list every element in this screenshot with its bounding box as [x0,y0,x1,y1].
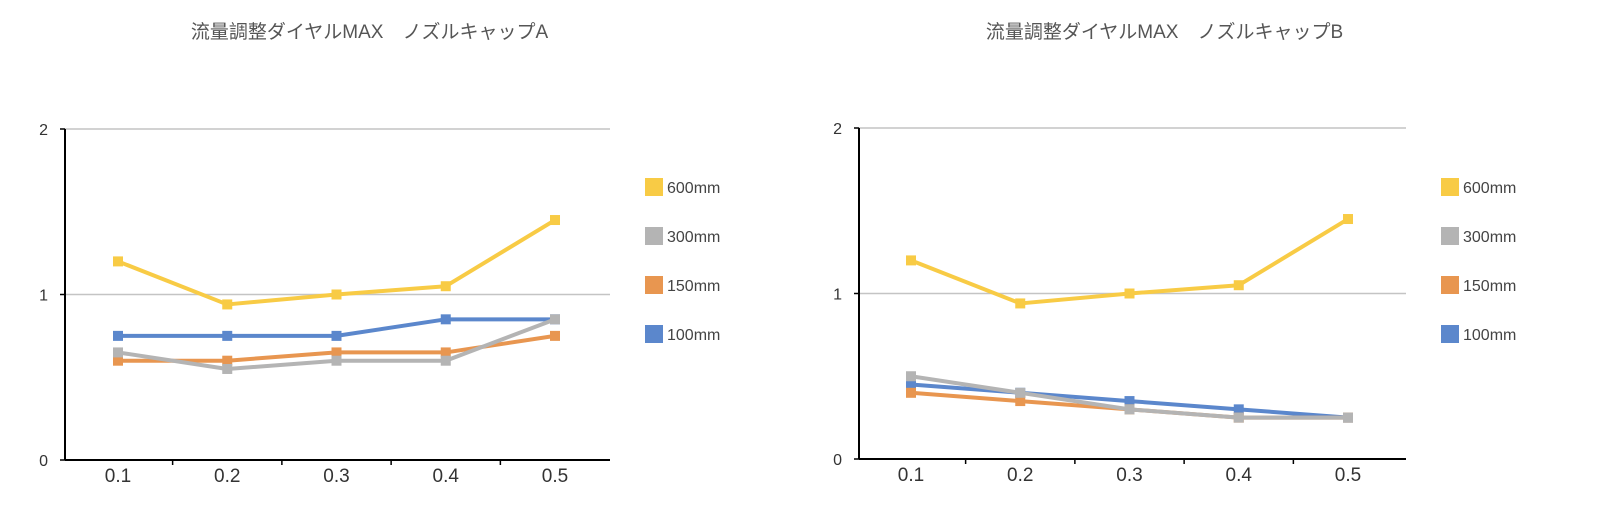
data-point [1124,288,1135,299]
legend-label: 150mm [667,278,720,295]
y-tick-label: 1 [39,288,48,305]
data-point [113,347,123,358]
x-tick-label: 0.5 [1335,465,1361,486]
data-point [440,314,451,325]
legend-label: 150mm [1463,278,1516,295]
data-point [222,363,233,374]
data-point [331,289,342,300]
legend-label: 300mm [1463,229,1516,246]
legend-item: 150mm [645,276,720,295]
data-point [331,355,342,366]
x-tick-label: 0.1 [105,466,131,487]
data-point [331,347,342,358]
data-point [222,330,233,341]
chart-title: 流量調整ダイヤルMAX ノズルキャップB [986,21,1343,43]
x-tick-label: 0.2 [1007,465,1033,486]
data-point [1015,298,1026,309]
series-600mm [906,214,1353,309]
legend-label: 600mm [1463,180,1516,197]
legend-item: 600mm [645,178,720,197]
data-point [113,355,123,366]
legend-swatch [645,325,663,343]
data-point [1343,214,1353,225]
x-tick-label: 0.3 [323,466,349,487]
legend-swatch [1441,178,1459,196]
y-tick-label: 1 [833,287,842,304]
data-point [1233,404,1244,415]
data-point [222,299,233,310]
legend-swatch [1441,227,1459,245]
chart-title: 流量調整ダイヤルMAX ノズルキャップA [191,21,549,43]
legend-swatch [1441,325,1459,343]
data-point [550,314,560,325]
data-point [440,281,451,292]
data-point [1233,280,1244,291]
y-tick-label: 0 [833,452,842,469]
data-point [906,387,916,398]
data-point [1124,404,1135,415]
series-100mm [113,314,560,341]
x-tick-label: 0.4 [1226,465,1253,486]
data-point [113,256,123,267]
x-tick-label: 0.3 [1116,465,1142,486]
data-point [1233,412,1244,423]
legend-label: 100mm [667,327,720,344]
data-point [1124,396,1135,407]
series-300mm [113,314,560,374]
chart-a: 流量調整ダイヤルMAX ノズルキャップA 0 1 2 0.1 0.2 0.3 0.4 0.5 60… [39,21,720,487]
legend-swatch [645,227,663,245]
y-tick-label: 2 [833,121,842,138]
legend-swatch [645,276,663,294]
data-point [113,330,123,341]
legend-swatch [645,178,663,196]
legend-label: 600mm [667,180,720,197]
y-tick-label: 0 [39,453,48,470]
series-300mm [906,371,1353,423]
data-point [550,330,560,341]
x-tick-label: 0.4 [433,466,460,487]
data-point [222,355,233,366]
x-tick-label: 0.5 [542,466,568,487]
legend-item: 150mm [1441,276,1516,295]
data-point [331,330,342,341]
y-tick-label: 2 [39,122,48,139]
legend-item: 100mm [645,325,720,344]
data-point [1343,412,1353,423]
legend-item: 300mm [645,227,720,246]
data-point [440,355,451,366]
legend-swatch [1441,276,1459,294]
data-point [906,371,916,382]
legend-item: 600mm [1441,178,1516,197]
data-point [906,379,916,390]
series-600mm [113,215,560,310]
legend-label: 300mm [667,229,720,246]
data-point [550,215,560,226]
legend-item: 300mm [1441,227,1516,246]
x-tick-label: 0.1 [898,465,924,486]
x-tick-label: 0.2 [214,466,240,487]
data-point [1015,387,1026,398]
legend-label: 100mm [1463,327,1516,344]
chart-b: 流量調整ダイヤルMAX ノズルキャップB 0 1 2 0.1 0.2 0.3 0.4 0.5 60… [833,21,1516,486]
data-point [1015,396,1026,407]
data-point [906,255,916,266]
legend-item: 100mm [1441,325,1516,344]
data-point [440,347,451,358]
